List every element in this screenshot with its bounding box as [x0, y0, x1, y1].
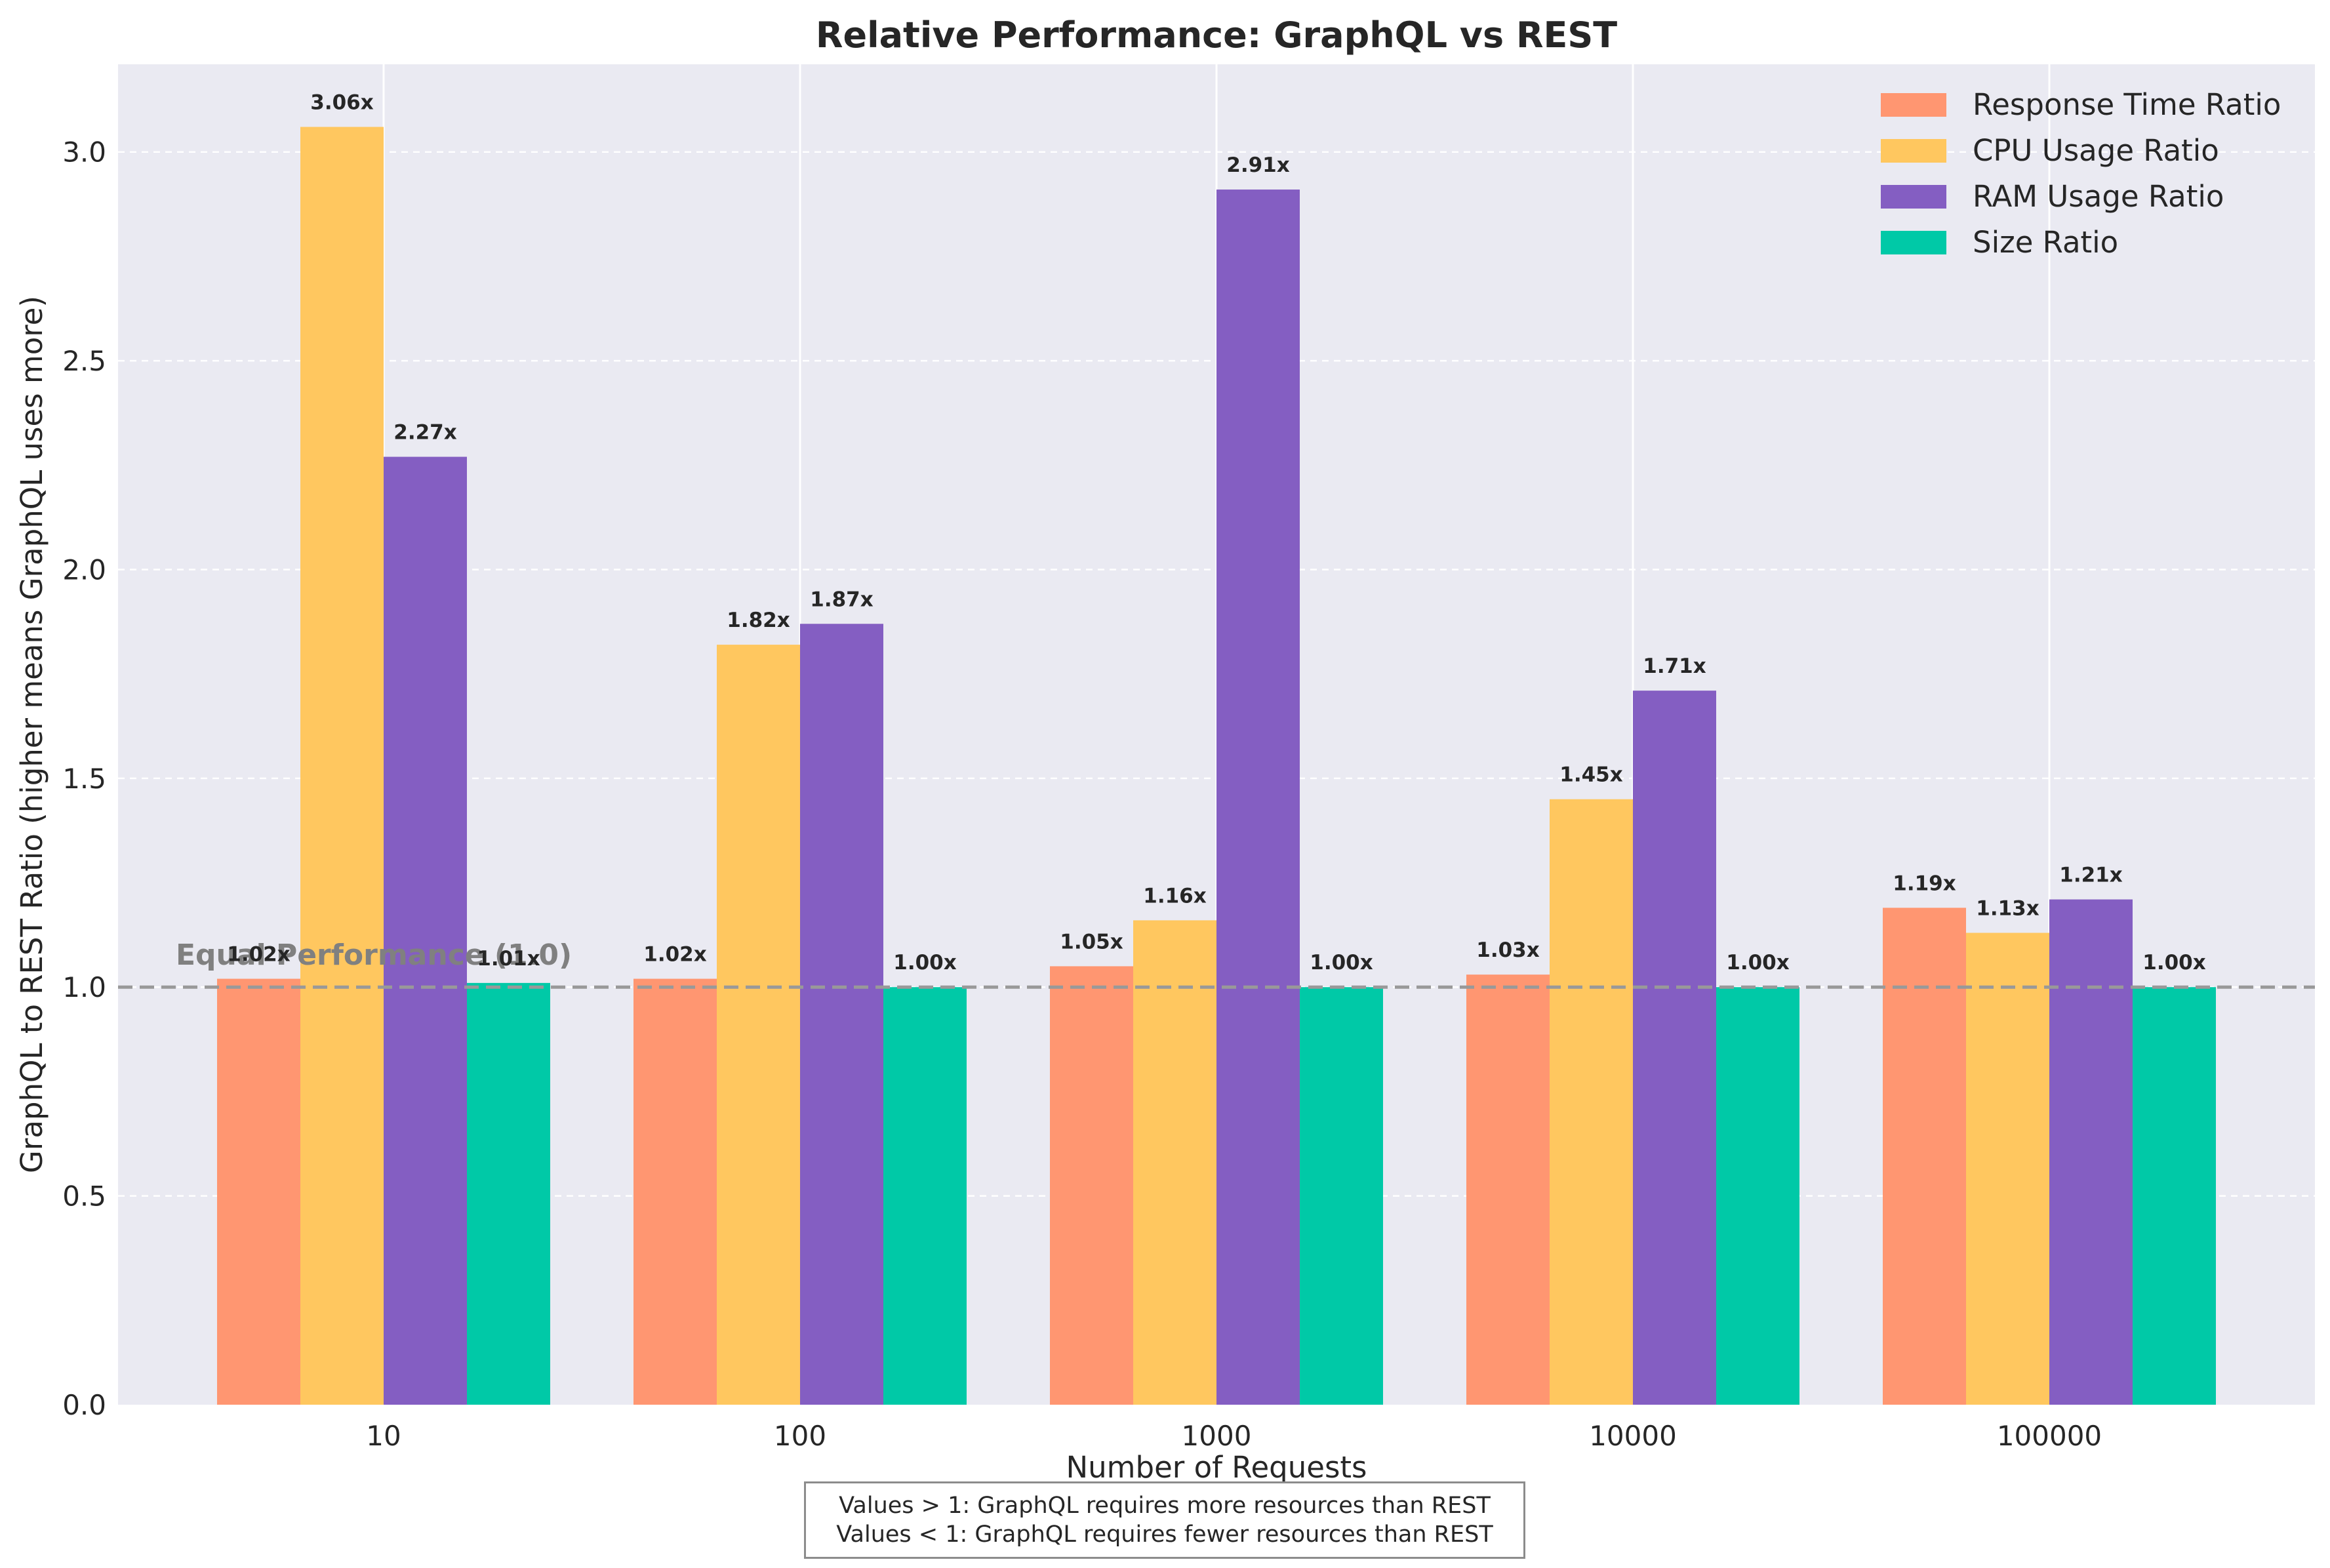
bar	[1050, 966, 1133, 1405]
bar-value-label: 1.02x	[643, 943, 706, 967]
bar	[633, 978, 717, 1405]
bar	[1966, 933, 2049, 1405]
x-axis-label: Number of Requests	[1066, 1450, 1367, 1485]
bar	[717, 645, 800, 1405]
legend-swatch	[1881, 185, 1946, 209]
bar-value-label: 1.00x	[1726, 951, 1789, 975]
x-tick-label: 10	[366, 1420, 401, 1452]
bar-value-label: 2.91x	[1226, 153, 1289, 177]
bar	[1550, 799, 1633, 1405]
bar-value-label: 2.27x	[393, 421, 456, 445]
y-tick-label: 0.5	[62, 1180, 106, 1213]
x-tick-label: 100	[774, 1420, 826, 1452]
bar-value-label: 1.00x	[2142, 951, 2205, 975]
bar	[1883, 908, 1966, 1405]
legend-label: Response Time Ratio	[1973, 87, 2281, 122]
bar-value-label: 1.87x	[810, 588, 873, 611]
bar-value-label: 1.03x	[1476, 938, 1539, 962]
y-tick-label: 1.5	[62, 763, 106, 795]
legend-label: Size Ratio	[1973, 225, 2118, 260]
y-tick-label: 0.0	[62, 1389, 106, 1421]
note-line-2: Values < 1: GraphQL requires fewer resou…	[836, 1521, 1493, 1548]
bar	[1300, 987, 1383, 1405]
bar	[2049, 899, 2133, 1405]
y-tick-label: 1.0	[62, 971, 106, 1003]
bar	[384, 456, 467, 1405]
y-tick-label: 2.5	[62, 345, 106, 377]
x-tick-label: 10000	[1589, 1420, 1677, 1452]
bar	[2133, 987, 2216, 1405]
chart-title: Relative Performance: GraphQL vs REST	[816, 14, 1617, 56]
reference-line-label: Equal Performance (1.0)	[176, 938, 572, 972]
bar-value-label: 1.05x	[1060, 930, 1123, 954]
bar-value-label: 1.00x	[1310, 951, 1373, 975]
x-axis-ticks: 10 100 1000 10000 100000	[366, 1420, 2102, 1452]
bar-value-label: 1.13x	[1976, 896, 2039, 920]
y-axis-label: GraphQL to REST Ratio (higher means Grap…	[14, 296, 49, 1173]
legend-swatch	[1881, 231, 1946, 254]
y-tick-label: 3.0	[62, 136, 106, 169]
bars	[217, 127, 2216, 1405]
bar	[1466, 975, 1550, 1405]
bar-value-label: 1.02x	[227, 943, 290, 967]
bar	[1216, 190, 1300, 1405]
bar	[217, 978, 300, 1405]
bar-value-label: 1.16x	[1143, 884, 1206, 908]
bar-value-label: 1.01x	[477, 947, 540, 971]
legend-label: RAM Usage Ratio	[1973, 179, 2224, 214]
legend-swatch	[1881, 139, 1946, 163]
bar	[1716, 987, 1799, 1405]
bar	[300, 127, 384, 1405]
bar	[883, 987, 967, 1405]
bar-value-label: 1.82x	[727, 609, 790, 632]
bar-value-label: 1.45x	[1559, 763, 1622, 787]
x-tick-label: 1000	[1182, 1420, 1252, 1452]
y-tick-label: 2.0	[62, 553, 106, 586]
note-line-1: Values > 1: GraphQL requires more resour…	[839, 1493, 1491, 1519]
note-box: Values > 1: GraphQL requires more resour…	[804, 1481, 1525, 1559]
bar-value-label: 1.71x	[1643, 654, 1706, 678]
bar-value-label: 1.21x	[2059, 864, 2122, 887]
y-axis-ticks: 0.0 0.5 1.0 1.5 2.0 2.5 3.0	[62, 136, 106, 1421]
bar	[467, 982, 550, 1405]
bar-value-label: 1.19x	[1893, 872, 1956, 895]
bar-value-label: 1.00x	[893, 951, 956, 975]
legend: Response Time Ratio CPU Usage Ratio RAM Us…	[1881, 87, 2281, 260]
bar-value-label: 3.06x	[310, 91, 373, 115]
legend-label: CPU Usage Ratio	[1973, 133, 2219, 168]
bar	[800, 624, 883, 1405]
bar	[1633, 691, 1716, 1405]
bar-labels: 1.02x 1.02x 1.05x 1.03x 1.19x 3.06x 1.82x 1.16x…	[227, 91, 2205, 975]
legend-swatch	[1881, 93, 1946, 117]
bar	[1133, 920, 1216, 1405]
x-tick-label: 100000	[1997, 1420, 2102, 1452]
